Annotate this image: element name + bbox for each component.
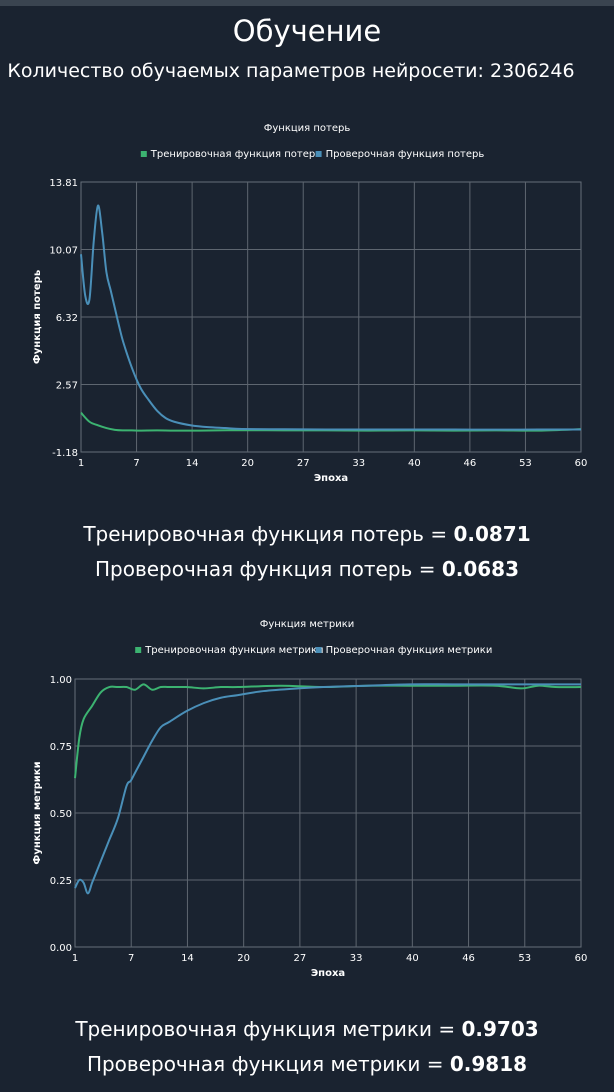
legend-item-0: Тренировочная функция метрики: [135, 645, 324, 656]
x-tick-label: 1: [72, 953, 78, 964]
legend-item-1: Проверочная функция метрики: [315, 645, 493, 656]
legend-swatch-1: [315, 151, 322, 157]
x-tick-label: 40: [406, 953, 419, 964]
x-tick-label: 20: [241, 458, 254, 469]
loss-val-value: 0.0683: [441, 557, 520, 581]
x-tick-label: 27: [294, 953, 307, 964]
metric-chart-title: Функция метрики: [260, 619, 355, 630]
x-tick-label: 40: [408, 458, 421, 469]
x-tick-label: 20: [237, 953, 250, 964]
metric-val-summary: Проверочная функция метрики = 0.9818: [0, 1052, 614, 1076]
x-tick-label: 33: [350, 953, 363, 964]
y-tick-label: 0.75: [50, 742, 72, 753]
x-tick-label: 60: [575, 953, 588, 964]
y-tick-label: 0.25: [50, 876, 72, 887]
y-tick-label: -1.18: [52, 448, 78, 459]
x-tick-label: 33: [352, 458, 365, 469]
y-axis-label: Функция метрики: [32, 761, 43, 864]
x-tick-label: 27: [297, 458, 310, 469]
legend-swatch-1: [315, 647, 322, 653]
metric-train-summary: Тренировочная функция метрики = 0.9703: [0, 1017, 614, 1041]
legend-swatch-0: [135, 647, 142, 653]
x-tick-label: 1: [78, 458, 84, 469]
top-bar: [0, 0, 614, 6]
loss-train-label: Тренировочная функция потерь =: [83, 522, 448, 546]
metric-chart: Функция метрики Тренировочная функция мет…: [0, 608, 614, 988]
loss-train-summary: Тренировочная функция потерь = 0.0871: [0, 522, 614, 546]
metric-train-label: Тренировочная функция метрики =: [75, 1017, 456, 1041]
y-tick-label: 1.00: [50, 675, 72, 686]
series-line-0: [80, 412, 582, 432]
x-tick-label: 46: [464, 458, 477, 469]
x-tick-label: 53: [519, 458, 532, 469]
params-line: Количество обучаемых параметров нейросет…: [0, 60, 586, 82]
metric-val-value: 0.9818: [449, 1052, 528, 1076]
x-tick-label: 46: [462, 953, 475, 964]
page-title: Обучение: [232, 14, 382, 48]
metric-val-label: Проверочная функция метрики =: [86, 1052, 444, 1076]
legend-label-0: Тренировочная функция метрики: [144, 645, 323, 656]
metric-train-value: 0.9703: [461, 1017, 539, 1041]
loss-train-value: 0.0871: [453, 522, 531, 546]
loss-val-label: Проверочная функция потерь =: [94, 557, 436, 581]
legend-label-0: Тренировочная функция потерь: [150, 149, 321, 160]
x-tick-label: 60: [575, 458, 588, 469]
legend-item-1: Проверочная функция потерь: [315, 149, 485, 160]
series-line-1: [74, 683, 581, 895]
y-tick-label: 0.50: [50, 809, 72, 820]
x-axis-label: Эпоха: [311, 968, 345, 979]
y-tick-label: 0.00: [50, 943, 72, 954]
metric-chart-svg: Функция метрики Тренировочная функция мет…: [32, 619, 588, 979]
legend-label-1: Проверочная функция потерь: [326, 149, 485, 160]
x-tick-label: 7: [133, 458, 139, 469]
y-tick-label: 2.57: [56, 381, 78, 392]
params-label: Количество обучаемых параметров нейросет…: [7, 60, 484, 82]
legend-item-0: Тренировочная функция потерь: [140, 149, 321, 160]
series-line-1: [80, 204, 582, 431]
x-axis-label: Эпоха: [314, 473, 348, 484]
loss-chart: Функция потерь Тренировочная функция поте…: [0, 112, 614, 492]
x-tick-label: 53: [518, 953, 531, 964]
loss-chart-title: Функция потерь: [264, 123, 351, 134]
y-axis-label: Функция потерь: [32, 270, 43, 364]
loss-chart-svg: Функция потерь Тренировочная функция поте…: [32, 123, 588, 484]
series-line-0: [74, 683, 582, 779]
loss-val-summary: Проверочная функция потерь = 0.0683: [0, 557, 614, 581]
legend-label-1: Проверочная функция метрики: [326, 645, 493, 656]
x-tick-label: 7: [128, 953, 134, 964]
x-tick-label: 14: [186, 458, 199, 469]
x-tick-label: 14: [181, 953, 194, 964]
y-tick-label: 6.32: [56, 313, 78, 324]
y-tick-label: 13.81: [49, 178, 78, 189]
y-tick-label: 10.07: [49, 246, 78, 257]
params-value: 2306246: [489, 60, 575, 82]
legend-swatch-0: [140, 151, 147, 157]
